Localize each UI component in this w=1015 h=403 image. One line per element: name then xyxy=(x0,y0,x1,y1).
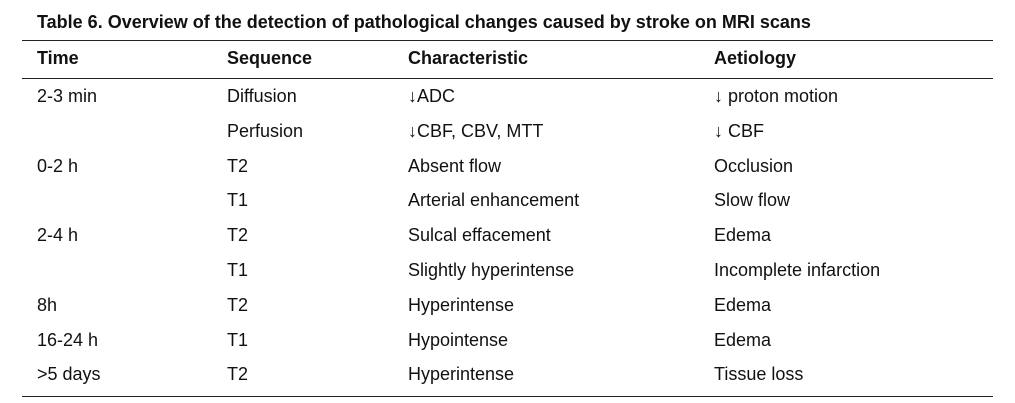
cell-characteristic: Sulcal effacement xyxy=(408,225,551,246)
cell-time: 8h xyxy=(37,294,58,315)
cell-sequence: T1 xyxy=(227,259,249,280)
header-aetiology: Aetiology xyxy=(714,48,797,68)
cell-characteristic: ↓CBF, CBV, MTT xyxy=(408,120,544,141)
table-header-row: Time Sequence Characteristic Aetiology xyxy=(0,48,1015,72)
cell-sequence: T1 xyxy=(227,190,249,211)
cell-sequence: T2 xyxy=(227,225,249,246)
table-row: T1 Slightly hyperintense Incomplete infa… xyxy=(0,258,1015,293)
header-characteristic: Characteristic xyxy=(408,48,529,68)
cell-aetiology: Edema xyxy=(714,294,772,315)
cell-aetiology: Tissue loss xyxy=(714,364,804,385)
table-row: Perfusion ↓CBF, CBV, MTT ↓ CBF xyxy=(0,119,1015,154)
table-header-rule xyxy=(22,78,993,79)
table-row: 0-2 h T2 Absent flow Occlusion xyxy=(0,154,1015,189)
cell-characteristic: Hypointense xyxy=(408,329,509,350)
header-sequence: Sequence xyxy=(227,48,313,68)
table-row: 2-3 min Diffusion ↓ADC ↓ proton motion xyxy=(0,84,1015,119)
cell-time: 16-24 h xyxy=(37,329,99,350)
table-row: >5 days T2 Hyperintense Tissue loss xyxy=(0,362,1015,397)
cell-time: 2-3 min xyxy=(37,86,98,106)
table-bottom-rule xyxy=(22,396,993,397)
cell-characteristic: Hyperintense xyxy=(408,294,515,315)
cell-time: >5 days xyxy=(37,364,101,385)
cell-characteristic: Hyperintense xyxy=(408,364,515,385)
table-caption: Table 6. Overview of the detection of pa… xyxy=(37,12,811,32)
header-time: Time xyxy=(37,48,79,68)
cell-characteristic: ↓ADC xyxy=(408,86,456,106)
cell-characteristic: Arterial enhancement xyxy=(408,190,580,211)
cell-sequence: T2 xyxy=(227,294,249,315)
cell-sequence: Perfusion xyxy=(227,120,304,141)
cell-aetiology: Incomplete infarction xyxy=(714,259,881,280)
cell-time: 2-4 h xyxy=(37,225,79,246)
cell-sequence: Diffusion xyxy=(227,86,297,106)
cell-sequence: T2 xyxy=(227,364,249,385)
table-row: T1 Arterial enhancement Slow flow xyxy=(0,188,1015,223)
cell-characteristic: Absent flow xyxy=(408,155,502,176)
cell-aetiology: Edema xyxy=(714,225,772,246)
cell-sequence: T1 xyxy=(227,329,249,350)
table-top-rule xyxy=(22,40,993,41)
table-row: 2-4 h T2 Sulcal effacement Edema xyxy=(0,223,1015,258)
cell-characteristic: Slightly hyperintense xyxy=(408,259,575,280)
cell-aetiology: Slow flow xyxy=(714,190,791,211)
cell-aetiology: ↓ proton motion xyxy=(714,86,839,106)
table-body: 2-3 min Diffusion ↓ADC ↓ proton motion P… xyxy=(0,84,1015,397)
cell-aetiology: ↓ CBF xyxy=(714,120,765,141)
table-row: 8h T2 Hyperintense Edema xyxy=(0,293,1015,328)
cell-sequence: T2 xyxy=(227,155,249,176)
cell-aetiology: Occlusion xyxy=(714,155,794,176)
cell-time: 0-2 h xyxy=(37,155,79,176)
table-row: 16-24 h T1 Hypointense Edema xyxy=(0,328,1015,363)
cell-aetiology: Edema xyxy=(714,329,772,350)
